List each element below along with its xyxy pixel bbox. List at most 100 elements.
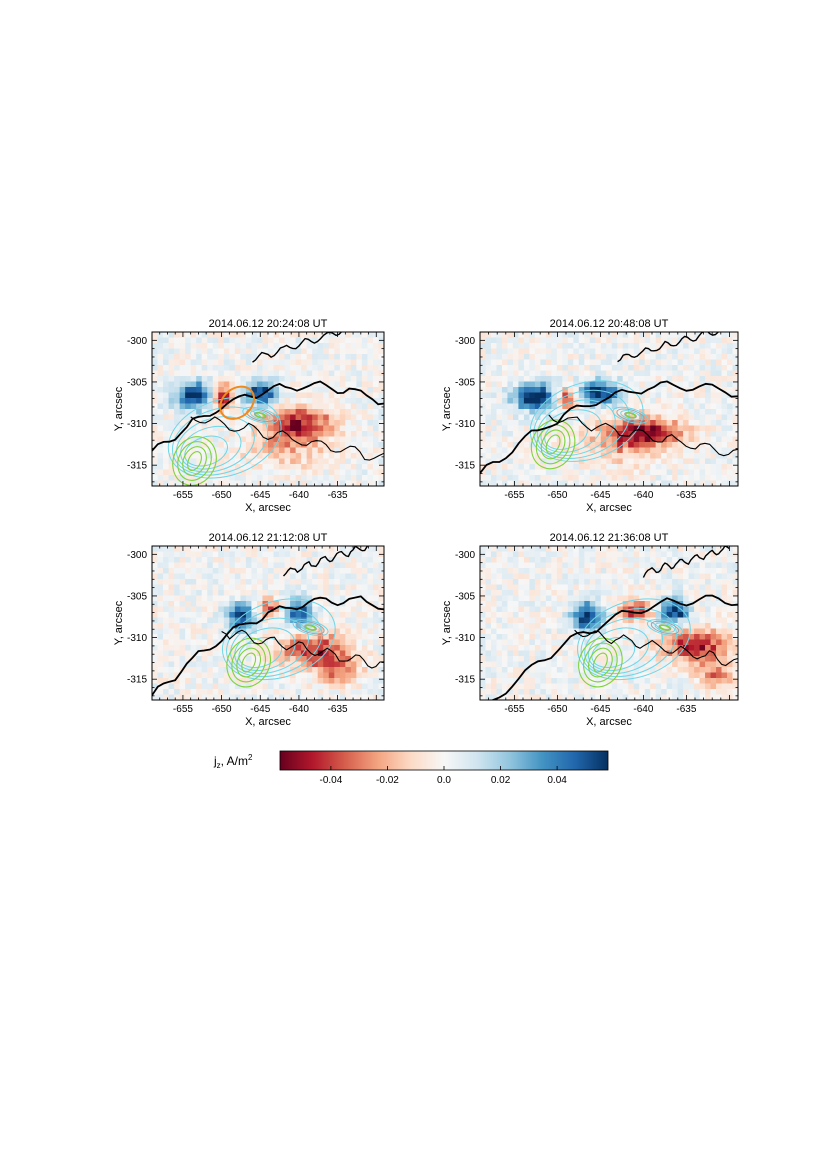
colorbar-tick-label: 0.0 [437, 775, 451, 786]
green-contour [540, 429, 566, 460]
colorbar-label-sup: 2 [248, 753, 253, 762]
x-tick-label: -650 [547, 490, 567, 501]
gray-contour [646, 619, 683, 637]
x-tick-label: -640 [633, 704, 653, 715]
y-axis-label: Y, arcsec [441, 386, 453, 431]
x-tick-label: -635 [328, 490, 348, 501]
green-contour [231, 642, 267, 683]
x-axis-label: X, arcsec [586, 716, 632, 728]
orange-region-ellipse [219, 385, 255, 420]
panel-title: 2014.06.12 21:36:08 UT [550, 532, 669, 544]
black-contour [642, 546, 730, 578]
x-tick-label: -635 [676, 704, 696, 715]
y-tick-label: -300 [127, 550, 147, 561]
colorbar-tick-label: 0.04 [547, 775, 567, 786]
contours [152, 546, 384, 696]
y-tick-label: -305 [127, 591, 147, 602]
cyan-contour [540, 409, 602, 453]
x-tick-label: -655 [504, 704, 524, 715]
y-tick-label: -305 [455, 377, 475, 388]
black-contour [480, 380, 738, 474]
green-contour [588, 647, 613, 678]
panel-3: -655 -650 -645 -640 -635 -300 -305 -310 -315 2014… [113, 532, 385, 728]
panel-4: -655 -650 -645 -640 -635 -300 -305 -310 -315 2014… [441, 532, 739, 728]
cyan-contour [587, 627, 650, 672]
green-contour [535, 424, 571, 465]
y-tick-label: -310 [127, 419, 147, 430]
x-axis-label: X, arcsec [245, 716, 291, 728]
green-contour [241, 652, 257, 673]
black-contour [190, 416, 384, 461]
y-tick-label: -310 [455, 633, 475, 644]
colorbar: jz, A/m2 -0.04 -0.02 0.0 0.02 0.04 [213, 750, 609, 786]
cyan-contour [180, 425, 242, 470]
gray-contour [296, 620, 325, 635]
cyan-contour [234, 627, 296, 672]
colorbar-tick-label: -0.04 [319, 775, 342, 786]
x-tick-label: -650 [212, 704, 232, 715]
y-tick-label: -310 [127, 633, 147, 644]
green-contour [187, 451, 202, 471]
axis-ticks [151, 545, 385, 700]
y-tick-label: -305 [455, 591, 475, 602]
green-footpoint-contour [624, 412, 637, 419]
x-tick-label: -635 [676, 490, 696, 501]
colorbar-label-unit: , A/m [221, 754, 248, 768]
x-axis-label: X, arcsec [586, 502, 632, 514]
x-tick-label: -650 [212, 490, 232, 501]
green-contour [236, 647, 262, 678]
green-contour [182, 446, 207, 476]
panel-2: -655 -650 -645 -640 -635 -300 -305 -310 -315 2014… [441, 318, 739, 514]
gray-contour [246, 408, 275, 423]
black-contour [548, 414, 738, 457]
green-contour [172, 436, 217, 486]
green-footpoint-contour [254, 412, 266, 419]
x-tick-label: -655 [504, 490, 524, 501]
contours [480, 332, 738, 474]
y-axis-label: Y, arcsec [441, 600, 453, 645]
y-tick-label: -315 [127, 461, 147, 472]
y-tick-label: -315 [127, 675, 147, 686]
gray-contour [650, 620, 679, 635]
gray-contour [620, 410, 641, 421]
y-tick-label: -300 [127, 336, 147, 347]
contours [152, 332, 384, 486]
panel-title: 2014.06.12 21:12:08 UT [209, 532, 328, 544]
colorbar-tick-label: 0.02 [491, 775, 511, 786]
colorbar-label: jz, A/m2 [213, 753, 253, 770]
colorbar-label-main: j [213, 754, 217, 768]
black-contour [282, 546, 369, 577]
gray-contour [250, 410, 271, 421]
y-tick-label: -300 [455, 336, 475, 347]
x-tick-label: -635 [328, 704, 348, 715]
cyan-contour [221, 598, 336, 681]
x-tick-label: -655 [173, 490, 193, 501]
axis-ticks [151, 331, 385, 486]
gray-contour [616, 408, 645, 423]
gray-contour [292, 619, 329, 637]
cyan-contour [167, 396, 282, 479]
green-contour [578, 637, 623, 688]
gray-contour [654, 622, 676, 633]
y-axis-label: Y, arcsec [113, 386, 125, 431]
green-footpoint-contour [304, 624, 317, 631]
heatmap-cells [152, 546, 384, 700]
y-tick-label: -300 [455, 550, 475, 561]
heatmap-cells [480, 332, 738, 486]
gray-contour [242, 406, 279, 424]
green-contour [177, 441, 212, 481]
x-tick-label: -645 [250, 490, 270, 501]
black-contour [252, 332, 343, 363]
panels-group: -655 -650 -645 -640 -635 -300 -305 -310 -315 2014… [113, 318, 739, 728]
panel-1: -655 -650 -645 -640 -635 -300 -305 -310 -315 2014… [113, 318, 385, 514]
y-tick-label: -310 [455, 419, 475, 430]
x-tick-label: -640 [289, 490, 309, 501]
cyan-contour [529, 380, 644, 462]
colorbar-ticks: -0.04 -0.02 0.0 0.02 0.04 [319, 766, 567, 786]
x-tick-label: -640 [633, 490, 653, 501]
black-contour [617, 332, 720, 363]
x-tick-label: -645 [590, 490, 610, 501]
colorbar-tick-label: -0.02 [376, 775, 399, 786]
x-tick-label: -650 [547, 704, 567, 715]
